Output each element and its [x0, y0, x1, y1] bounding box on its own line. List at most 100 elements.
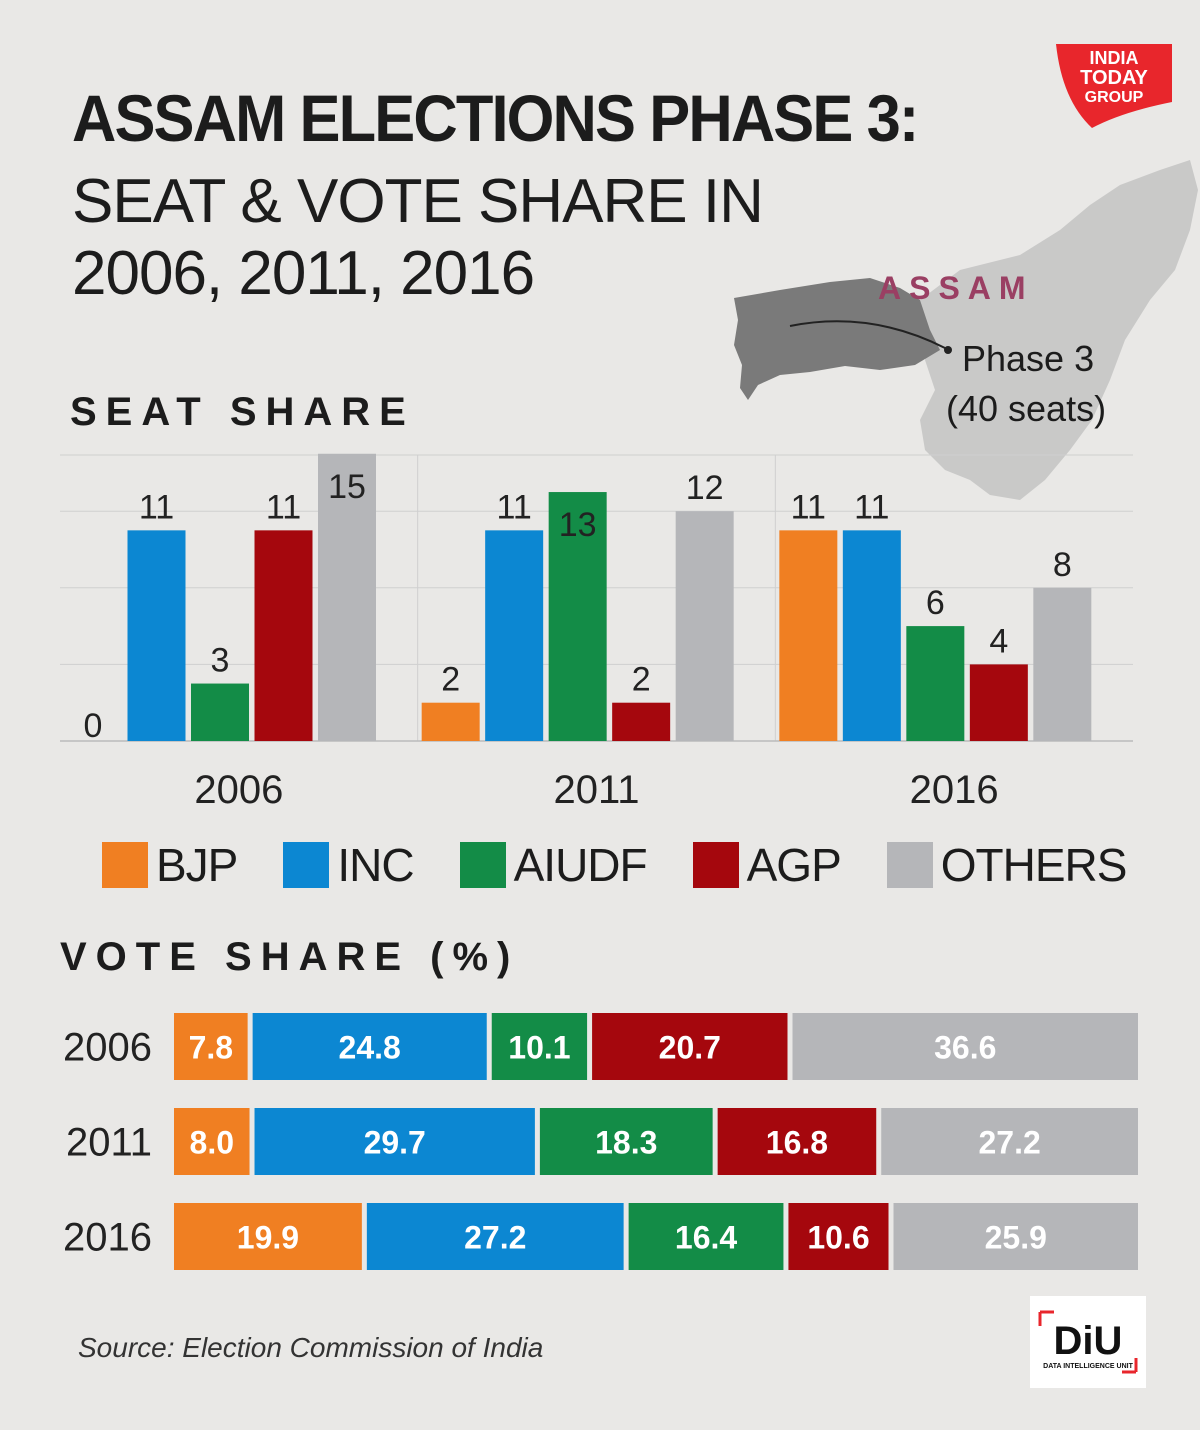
india-today-group-logo: INDIA TODAY GROUP — [1056, 44, 1172, 128]
vote-segment-label-others-2006: 36.6 — [934, 1030, 996, 1066]
seat-bar-inc-2011 — [485, 530, 544, 741]
legend-item-agp: AGP — [692, 838, 842, 892]
map-state-label: ASSAM — [878, 270, 1034, 306]
legend-swatch-agp — [692, 842, 739, 888]
vote-segment-label-others-2011: 27.2 — [978, 1125, 1040, 1161]
source-note: Source: Election Commission of India — [78, 1332, 544, 1363]
assam-map-outline — [920, 160, 1198, 500]
seat-bar-aiudf-2006 — [191, 683, 249, 741]
map-seats-label: (40 seats) — [946, 388, 1107, 429]
vote-segment-bjp-2006 — [174, 1013, 248, 1080]
legend-swatch-inc — [283, 842, 330, 888]
vote-segment-others-2006 — [792, 1013, 1138, 1080]
vote-segment-label-aiudf-2011: 18.3 — [595, 1125, 657, 1161]
vote-segment-label-aiudf-2016: 16.4 — [675, 1220, 737, 1256]
seat-value-label-agp-2006: 11 — [266, 488, 301, 526]
vote-chart-rows: 2006 7.8 24.8 10.1 20.7 36.6 2011 8.0 29.7 18.3 16… — [63, 1013, 1138, 1270]
seat-value-label-agp-2011: 2 — [632, 661, 651, 699]
diu-logo-subtitle: DATA INTELLIGENCE UNIT — [1043, 1363, 1133, 1370]
legend-label-agp: AGP — [746, 839, 842, 891]
legend-label-bjp: BJP — [156, 839, 238, 891]
seat-bar-others-2016 — [1033, 587, 1092, 741]
map-phase-label: Phase 3 — [962, 338, 1095, 379]
page-subtitle-line2: 2006, 2011, 2016 — [72, 239, 535, 308]
seat-chart-bars — [127, 453, 1092, 741]
vote-segment-label-others-2016: 25.9 — [985, 1220, 1047, 1256]
logo-text-line2: TODAY — [1080, 67, 1148, 89]
seat-category-label-2016: 2016 — [910, 768, 999, 812]
seat-value-label-aiudf-2006: 3 — [211, 642, 230, 680]
vote-segment-aiudf-2016 — [628, 1203, 784, 1270]
seat-value-label-inc-2016: 11 — [854, 488, 889, 526]
legend-item-inc: INC — [283, 838, 415, 892]
legend-item-bjp: BJP — [102, 838, 238, 892]
vote-segment-label-agp-2011: 16.8 — [766, 1125, 828, 1161]
vote-segment-agp-2006 — [592, 1013, 788, 1080]
vote-row-label-2011: 2011 — [66, 1121, 152, 1165]
vote-segment-label-aiudf-2006: 10.1 — [508, 1030, 570, 1066]
logo-text-line1: INDIA — [1090, 48, 1139, 68]
seat-value-label-aiudf-2011: 13 — [559, 506, 597, 544]
legend-label-others: OTHERS — [940, 839, 1128, 891]
seat-share-chart: 0 11 3 11 15 2 11 13 2 12 11 11 6 4 8 2006 2011 2016 — [60, 453, 1133, 812]
seat-value-label-aiudf-2016: 6 — [926, 584, 945, 622]
page-title: ASSAM ELECTIONS PHASE 3: — [72, 81, 919, 155]
vote-segment-agp-2011 — [717, 1108, 877, 1175]
legend-item-aiudf: AIUDF — [459, 838, 648, 892]
seat-value-label-others-2006: 15 — [328, 468, 366, 506]
seat-value-label-bjp-2011: 2 — [441, 661, 460, 699]
seat-bar-others-2011 — [675, 511, 734, 741]
vote-segment-others-2016 — [893, 1203, 1138, 1270]
seat-bar-agp-2016 — [969, 664, 1028, 741]
logo-text-line3: GROUP — [1085, 89, 1144, 106]
vote-segment-label-inc-2016: 27.2 — [464, 1220, 526, 1256]
legend-swatch-bjp — [102, 842, 148, 888]
seat-value-label-others-2011: 12 — [686, 469, 724, 507]
vote-segment-label-agp-2006: 20.7 — [659, 1030, 721, 1066]
legend-label-inc: INC — [337, 839, 414, 891]
diu-logo: DiU DATA INTELLIGENCE UNIT — [1030, 1296, 1146, 1388]
seat-category-label-2011: 2011 — [553, 768, 639, 812]
vote-row-label-2016: 2016 — [63, 1216, 152, 1260]
vote-segment-others-2011 — [881, 1108, 1138, 1175]
vote-segment-label-inc-2006: 24.8 — [339, 1030, 401, 1066]
seat-value-label-agp-2016: 4 — [989, 622, 1008, 660]
vote-segment-label-agp-2016: 10.6 — [807, 1220, 869, 1256]
seat-bar-bjp-2011 — [421, 702, 480, 741]
legend-label-aiudf: AIUDF — [513, 839, 648, 891]
vote-segment-aiudf-2011 — [539, 1108, 713, 1175]
vote-share-chart: 2006 7.8 24.8 10.1 20.7 36.6 2011 8.0 29.7 18.3 16… — [63, 1013, 1138, 1270]
vote-segment-agp-2016 — [788, 1203, 889, 1270]
assam-map — [734, 160, 1198, 500]
vote-segment-bjp-2011 — [174, 1108, 250, 1175]
page-subtitle-line1: SEAT & VOTE SHARE IN — [72, 167, 764, 236]
seat-value-label-inc-2011: 11 — [497, 488, 532, 526]
seat-bar-inc-2006 — [127, 530, 186, 741]
legend-swatch-aiudf — [459, 842, 506, 888]
vote-segment-inc-2011 — [254, 1108, 535, 1175]
seat-chart-category-labels: 2006 2011 2016 — [194, 768, 998, 812]
legend-swatch-others — [886, 842, 933, 888]
chart-legend: BJP INC AIUDF AGP OTHERS — [102, 838, 1172, 892]
assam-phase3-region — [734, 278, 940, 400]
seat-value-label-bjp-2016: 11 — [791, 488, 826, 526]
legend-item-others: OTHERS — [886, 838, 1128, 892]
vote-segment-label-inc-2011: 29.7 — [364, 1125, 426, 1161]
vote-segment-aiudf-2006 — [491, 1013, 588, 1080]
seat-value-label-inc-2006: 11 — [139, 488, 174, 526]
seat-share-heading: SEAT SHARE — [70, 390, 415, 434]
diu-logo-mark: DiU — [1054, 1319, 1123, 1363]
vote-segment-inc-2006 — [252, 1013, 487, 1080]
vote-share-heading: VOTE SHARE (%) — [60, 935, 520, 979]
vote-segment-label-bjp-2006: 7.8 — [189, 1030, 233, 1066]
seat-chart-value-labels: 0 11 3 11 15 2 11 13 2 12 11 11 6 4 8 — [84, 468, 1072, 745]
seat-value-label-others-2016: 8 — [1053, 546, 1072, 584]
vote-segment-inc-2016 — [366, 1203, 624, 1270]
seat-bar-aiudf-2016 — [906, 626, 965, 741]
vote-row-label-2006: 2006 — [63, 1026, 152, 1070]
seat-category-label-2006: 2006 — [194, 768, 283, 812]
seat-bar-others-2006 — [318, 453, 376, 741]
seat-bar-agp-2006 — [254, 530, 313, 741]
vote-segment-label-bjp-2016: 19.9 — [237, 1220, 299, 1256]
seat-bar-inc-2016 — [842, 530, 901, 741]
